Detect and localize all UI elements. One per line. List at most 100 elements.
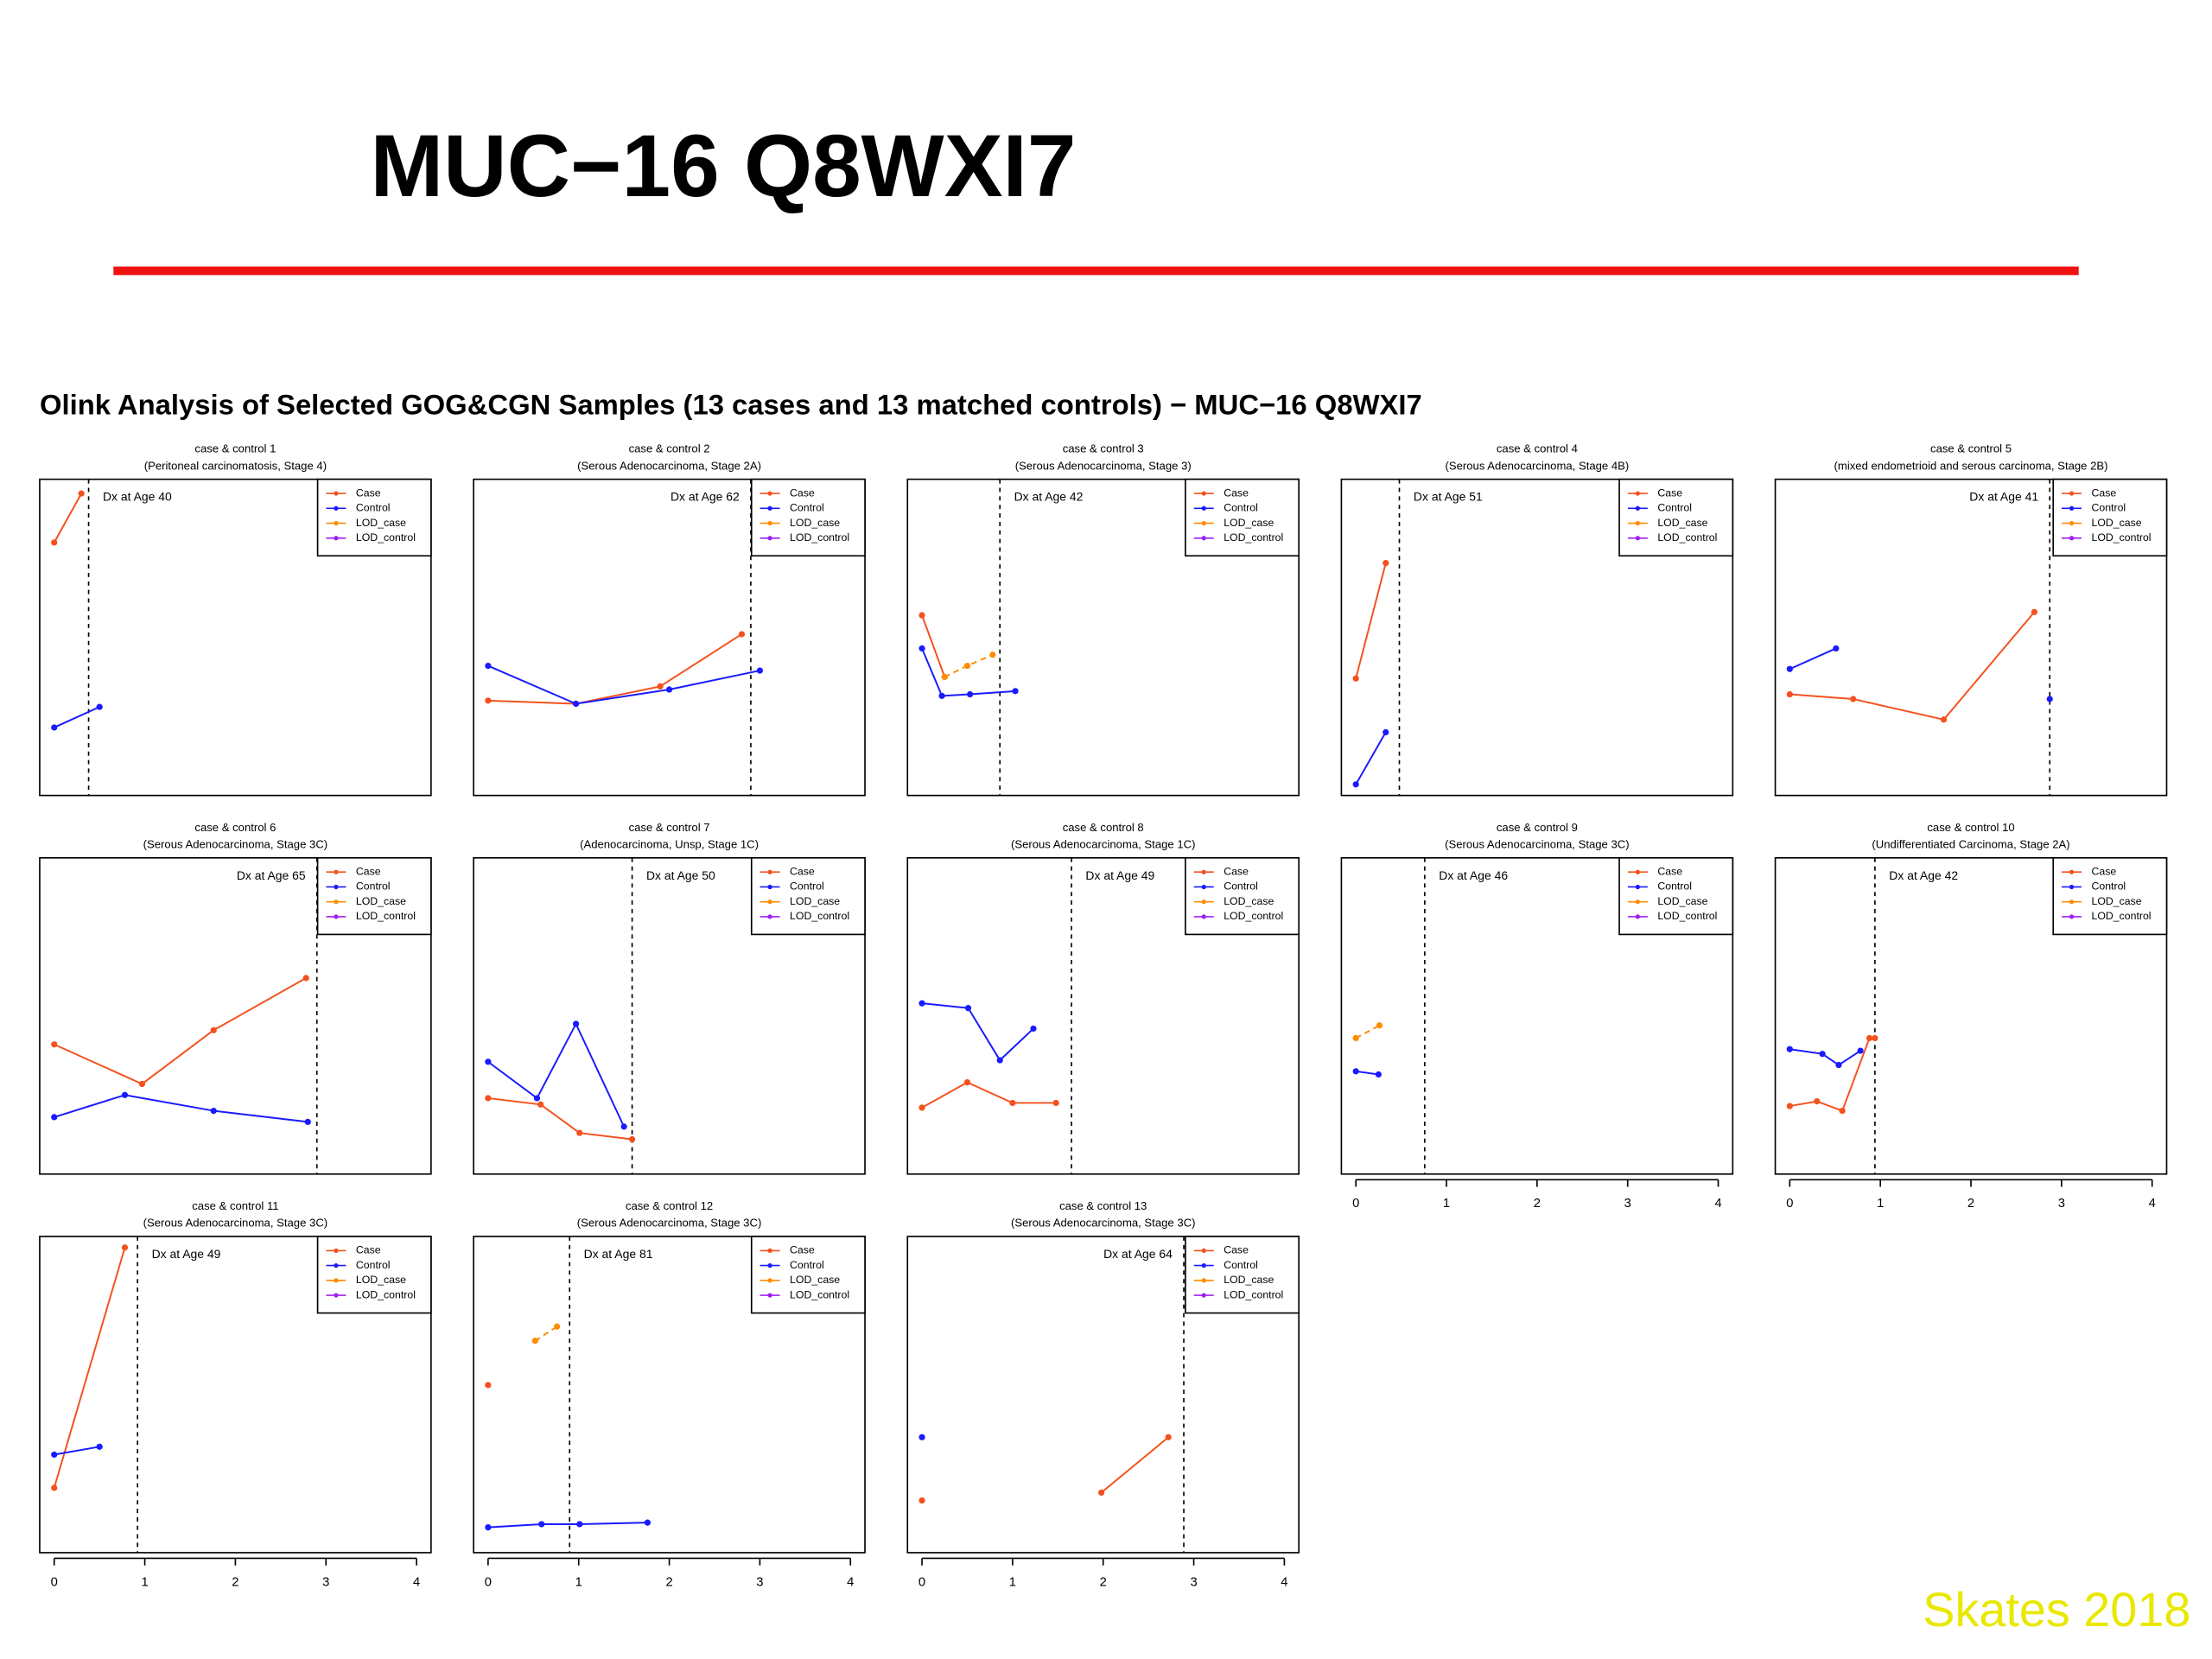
legend-label: LOD_control [2092,910,2152,922]
data-point [2046,696,2053,702]
series-line [487,1096,632,1141]
panel: case & control 4 (Serous Adenocarcinoma, … [1340,442,1734,797]
data-point [302,975,309,982]
data-point [756,667,764,674]
data-point [121,1244,129,1251]
panel-title: case & control 4 [1497,442,1578,455]
data-point [1382,728,1389,736]
data-point [1052,1099,1059,1107]
data-point [1375,1071,1382,1078]
plot-frame [906,857,1300,1175]
data-point [938,692,945,699]
panel-title: case & control 13 [1059,1199,1147,1212]
data-point [1839,1107,1846,1115]
data-point [1814,1097,1821,1105]
panel: case & control 2 (Serous Adenocarcinoma, … [473,442,866,797]
data-point [572,1020,580,1027]
data-point [1352,781,1359,788]
legend-marker [334,899,339,905]
legend-label: LOD_case [1224,1274,1274,1286]
legend-label: LOD_control [356,531,416,543]
data-point [941,673,948,680]
panel: case & control 1 (Peritoneal carcinomatos… [39,442,432,797]
legend-label: Case [1657,865,1682,877]
legend-marker [767,884,772,890]
series-line [487,633,742,705]
legend-marker [767,1262,772,1268]
plot-frame [1340,857,1734,1175]
data-point [1352,1068,1359,1075]
x-tick-label: 2 [1100,1575,1107,1589]
legend-marker [334,884,339,890]
legend-label: Case [356,486,381,499]
data-point [918,1000,925,1007]
legend-marker [1635,505,1641,511]
legend-label: LOD_case [790,1274,840,1286]
dx-annotation: Dx at Age 81 [584,1247,653,1261]
series-line [487,664,760,705]
title-rule [113,266,2079,276]
data-point [485,1382,492,1389]
data-point [1786,690,1793,698]
data-point [576,1521,583,1528]
legend-label: Control [790,1259,824,1271]
data-point [538,1521,545,1528]
data-point [964,1005,972,1012]
series-line [53,1247,126,1489]
data-point [51,1114,58,1121]
legend-label: LOD_case [790,517,840,529]
series-line [54,1446,100,1456]
x-tick-label: 2 [1534,1197,1541,1211]
panel: case & control 7 (Adenocarcinoma, Unsp, S… [473,821,866,1175]
legend-marker [767,520,772,526]
dx-annotation: Dx at Age 42 [1014,490,1084,504]
x-tick-label: 4 [1714,1197,1721,1211]
data-point [1786,1103,1793,1109]
series-line [1789,1048,1861,1066]
data-point [989,652,996,658]
data-point [553,1323,561,1330]
legend-marker [334,536,339,541]
legend-label: LOD_case [2092,517,2142,529]
legend-label: LOD_case [356,517,406,529]
dx-annotation: Dx at Age 51 [1414,490,1483,504]
data-point [485,1058,492,1065]
data-point [996,1057,1003,1064]
dx-annotation: Dx at Age 65 [237,868,306,882]
legend-label: LOD_case [356,1274,406,1286]
x-tick-label: 3 [2058,1197,2065,1211]
data-point [1786,1046,1793,1052]
legend-label: Control [1224,880,1258,893]
legend-marker [334,914,339,919]
plot-frame [1340,478,1734,797]
legend-marker [767,899,772,905]
legend-label: Case [2092,486,2117,499]
panel-subtitle: (Serous Adenocarcinoma, Stage 3) [1015,459,1192,472]
panel-subtitle: (Undifferentiated Carcinoma, Stage 2A) [1872,838,2069,851]
data-point [485,1095,492,1102]
series-line [1789,611,2036,721]
data-point [918,1104,925,1111]
dx-annotation: Dx at Age 49 [152,1247,221,1261]
legend-marker [2069,869,2075,874]
legend-label: Case [2092,865,2117,877]
legend-label: LOD_control [790,910,849,922]
data-point [210,1107,217,1115]
x-tick-label: 0 [918,1575,925,1589]
legend-marker [1635,884,1641,890]
dx-annotation: Dx at Age 40 [103,490,172,504]
legend-label: Control [2092,502,2126,514]
legend-marker [767,914,772,919]
legend-marker [767,1293,772,1298]
legend-label: Case [356,1244,381,1256]
legend-label: Control [356,880,391,893]
panel-subtitle: (Serous Adenocarcinoma, Stage 4B) [1445,459,1629,472]
legend-marker [1201,491,1206,496]
legend-label: Case [1224,865,1249,877]
series-line [487,1021,626,1128]
x-tick-label: 1 [1443,1197,1450,1211]
panel-title: case & control 11 [192,1199,278,1212]
panel-subtitle: (mixed endometrioid and serous carcinoma… [1834,459,2108,472]
